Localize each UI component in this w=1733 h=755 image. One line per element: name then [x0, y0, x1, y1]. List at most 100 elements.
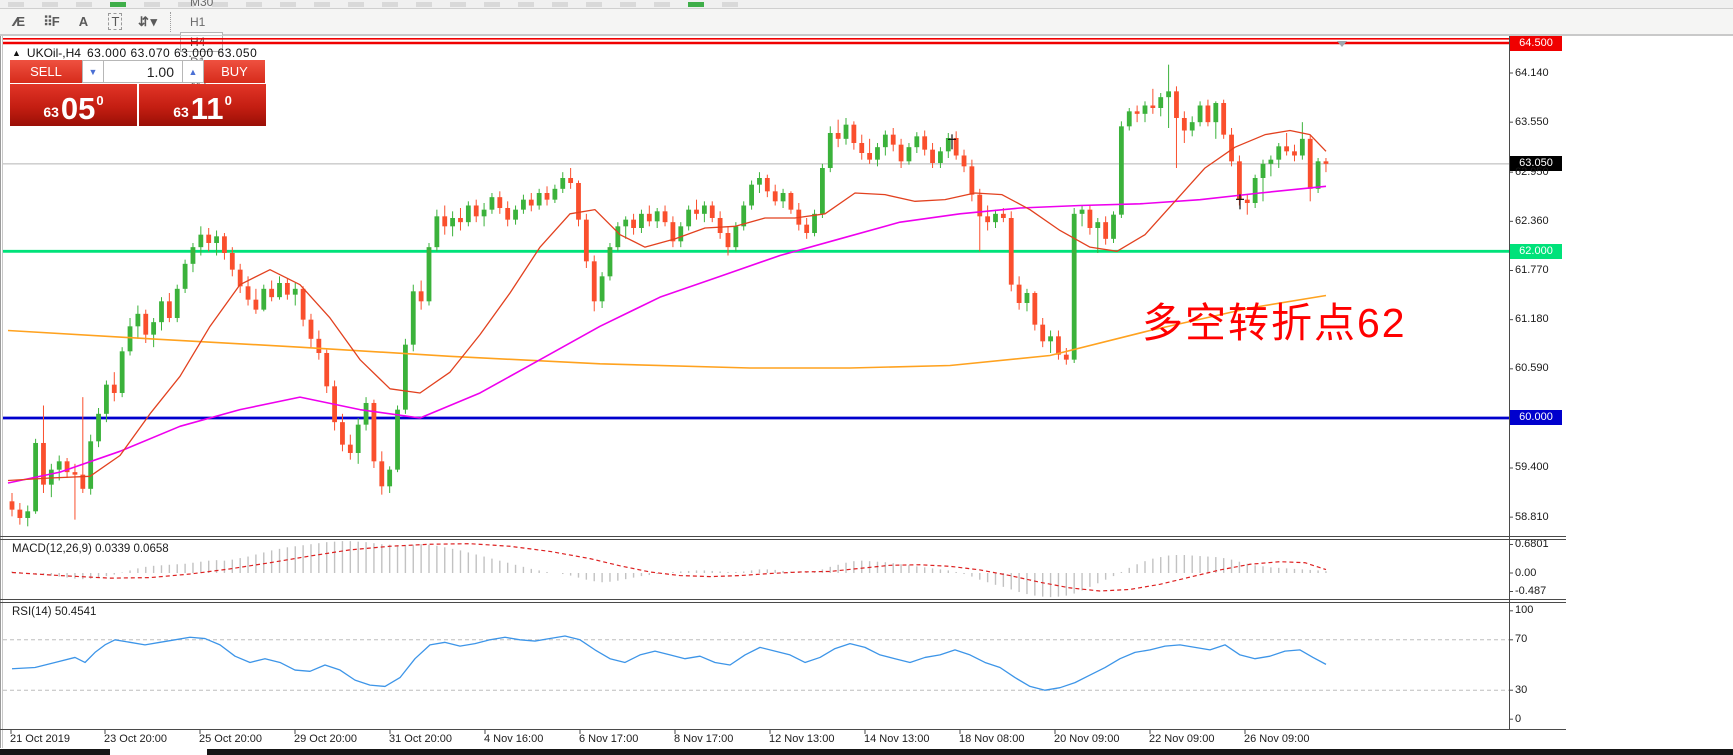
candle-body-up [741, 205, 747, 227]
candle-body-up [1197, 105, 1203, 123]
timeframe-button-H1[interactable]: H1 [190, 14, 206, 29]
candle-body-down [237, 269, 243, 287]
price-scale-label: 0.6801 [1515, 537, 1549, 550]
candle-body-down [245, 286, 251, 300]
candle-body-up [1158, 97, 1164, 108]
candle-body-down [1016, 284, 1022, 303]
candle-body-down [1244, 199, 1250, 203]
candle-body-up [190, 247, 196, 264]
candle-body-up [363, 402, 369, 425]
candle-body-down [709, 205, 715, 218]
collapse-icon[interactable]: ▲ [12, 48, 21, 58]
candle-body-up [914, 136, 920, 148]
candle-body-down [1150, 105, 1156, 108]
candle-body-up [1260, 163, 1266, 178]
candle-body-up [277, 282, 282, 298]
price-scale-label: 0 [1515, 712, 1522, 725]
time-axis-label: 22 Nov 09:00 [1149, 733, 1215, 745]
candle-body-up [701, 205, 707, 214]
candle-body-up [410, 291, 416, 345]
cropped-button [144, 2, 160, 7]
candle-body-down [1229, 134, 1234, 162]
candle-body-down [788, 192, 794, 210]
candle-body-down [340, 422, 345, 445]
candle-body-up [607, 247, 613, 277]
macd-signal-line [11, 543, 1327, 592]
candle-body-up [686, 209, 692, 227]
candle-body-down [1103, 222, 1109, 239]
volume-increase-button[interactable]: ▲ [182, 60, 204, 83]
buy-button[interactable]: BUY [204, 60, 265, 83]
time-axis-label: 25 Oct 20:00 [199, 733, 262, 745]
volume-input[interactable] [104, 60, 182, 83]
candle-body-up [1213, 102, 1219, 123]
candle-body-up [182, 263, 188, 289]
time-axis-label: 4 Nov 16:00 [484, 733, 544, 745]
candle-body-down [576, 182, 581, 220]
ohlc-values: 63.000 63.070 63.000 63.050 [86, 46, 258, 60]
timeframe-button-H4[interactable]: H4 [180, 31, 224, 52]
buy-price-display[interactable]: 63 11 0 [139, 84, 266, 126]
candle-body-up [1166, 91, 1171, 98]
candle-body-up [552, 188, 558, 200]
candle-body-down [772, 191, 778, 202]
time-axis-label: 14 Nov 13:00 [864, 733, 930, 745]
candle-body-up [96, 413, 101, 442]
candle-body-down [898, 144, 904, 162]
candle-body-down [631, 219, 636, 228]
candle-body-down [505, 207, 511, 220]
candle-body-up [1118, 126, 1124, 215]
candle-body-down [1032, 292, 1038, 325]
rsi-indicator-label: RSI(14) 50.4541 [12, 606, 97, 618]
candle-body-up [198, 234, 204, 248]
candle-body-up [214, 236, 219, 243]
cropped-button [8, 2, 24, 7]
timeframe-button-M30[interactable]: M30 [190, 0, 214, 9]
volume-decrease-button[interactable]: ▼ [82, 60, 104, 83]
price-scale-label: 100 [1515, 604, 1534, 617]
candle-body-up [599, 276, 605, 302]
time-axis-label: 12 Nov 13:00 [769, 733, 835, 745]
toolbar-separator [170, 11, 171, 32]
sell-price-whole: 63 [43, 104, 59, 120]
candle-body-up [489, 197, 495, 210]
candle-body-down [1205, 105, 1211, 123]
candle-body-down [166, 301, 172, 318]
candle-body-up [993, 213, 998, 223]
sell-button[interactable]: SELL [10, 60, 82, 83]
candle-body-down [72, 472, 78, 475]
candle-body-up [521, 199, 526, 210]
cropped-button [450, 2, 466, 7]
time-axis-label: 23 Oct 20:00 [104, 733, 167, 745]
cropped-button [654, 2, 670, 7]
one-click-trading-panel: SELL ▼ ▲ BUY 63 05 0 63 11 0 [10, 60, 266, 126]
cropped-button [348, 2, 364, 7]
candle-body-down [1284, 146, 1290, 152]
candle-body-up [88, 441, 94, 489]
price-scale-label: 0.00 [1515, 566, 1537, 579]
candle-body-up [104, 384, 109, 414]
candle-body-up [536, 192, 542, 206]
candle-body-up [48, 469, 54, 485]
candle-body-down [890, 134, 896, 145]
candle-body-up [945, 137, 951, 152]
time-axis-label: 26 Nov 09:00 [1244, 733, 1310, 745]
sell-price-display[interactable]: 63 05 0 [10, 84, 137, 126]
candle-body-up [757, 177, 762, 185]
time-axis-label: 20 Nov 09:00 [1054, 733, 1120, 745]
candle-body-down [379, 461, 385, 487]
candle-body-up [465, 205, 471, 223]
candle-body-down [867, 152, 873, 160]
candle-body-up [481, 209, 487, 217]
chart-title: ▲ UKOil-,H4 63.000 63.070 63.000 63.050 [12, 46, 257, 60]
candle-body-down [253, 299, 259, 310]
candle-body-up [1071, 213, 1077, 360]
candle-body-up [395, 409, 400, 470]
candle-body-up [749, 184, 754, 206]
bottom-window-edge [0, 749, 110, 755]
candle-body-down [143, 313, 149, 335]
candle-body-up [159, 301, 164, 323]
candle-body-up [882, 134, 888, 148]
candle-body-down [284, 282, 290, 295]
